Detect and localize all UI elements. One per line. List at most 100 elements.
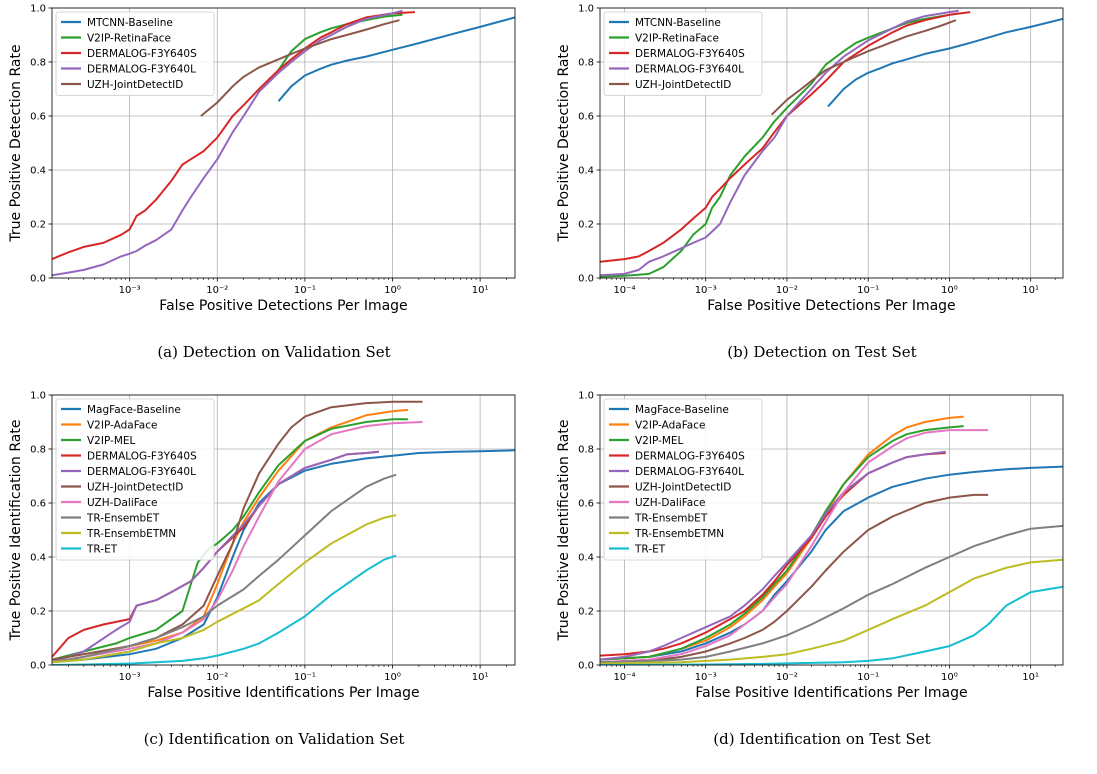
y-tick-label: 0.6 [30, 499, 46, 510]
series-line-dermalog-f3y640s [600, 11, 971, 263]
series-line-tr-ensembetmn [600, 558, 1063, 665]
x-tick-label: 10¹ [1022, 285, 1039, 296]
x-axis-label: False Positive Detections Per Image [159, 298, 407, 314]
series-line-dermalog-f3y640l [600, 450, 946, 661]
series-group [600, 415, 1063, 665]
series-group [600, 9, 1063, 278]
legend-label: V2IP-RetinaFace [635, 32, 719, 44]
chart-identification-test: 10⁻⁴ 10⁻³ 10⁻² 10⁻¹ 10⁰ 10¹ 0.0 0.2 0.4 0.6 0.8 1.0… [556, 391, 1064, 701]
x-tick-label: 10⁻¹ [857, 672, 879, 683]
legend-label: MTCNN-Baseline [87, 17, 173, 29]
y-tick-label: 0.2 [30, 607, 46, 618]
y-axis-label: True Positive Detection Rate [556, 44, 572, 242]
series-line-v2ip-mel [52, 418, 408, 661]
series-line-uzh-jointdetectid [200, 19, 400, 117]
legend-label: DERMALOG-F3Y640L [87, 466, 196, 478]
y-tick-label: 0.4 [30, 553, 46, 564]
series-line-dermalog-f3y640l [52, 9, 403, 277]
series-line-uzh-daliface [600, 429, 989, 664]
legend-label: DERMALOG-F3Y640S [635, 450, 745, 462]
plot-frame [51, 7, 516, 279]
series-line-tr-ensembetmn [52, 514, 397, 664]
legend-box [55, 398, 215, 561]
x-tick-label: 10⁻¹ [294, 672, 316, 683]
legend-label: MagFace-Baseline [635, 404, 729, 416]
chart-detection-test: 10⁻⁴ 10⁻³ 10⁻² 10⁻¹ 10⁰ 10¹ 0.0 0.2 0.4 0.6 0.8 1.0… [556, 4, 1064, 314]
x-tick-label: 10¹ [472, 672, 489, 683]
x-tick-label: 10⁻² [776, 285, 798, 296]
legend-label: UZH-JointDetectID [87, 481, 183, 493]
legend-label: TR-EnsembETMN [634, 528, 724, 540]
panel-detection-validation: 10⁻³ 10⁻² 10⁻¹ 10⁰ 10¹ 0.0 0.2 0.4 0.6 0.8 1.0 Fals… [0, 0, 548, 387]
legend-label: DERMALOG-F3Y640L [87, 63, 196, 75]
y-tick-label: 0.8 [30, 58, 46, 69]
x-tick-label: 10⁻² [206, 672, 228, 683]
legend: MTCNN-Baseline V2IP-RetinaFace DERMALOG-F3… [603, 11, 763, 96]
x-tick-label: 10⁻³ [695, 285, 717, 296]
y-tick-label: 0.8 [30, 445, 46, 456]
x-tick-label: 10⁰ [941, 285, 958, 296]
series-line-uzh-daliface [52, 421, 423, 664]
legend-box [603, 11, 763, 96]
legend: MagFace-Baseline V2IP-AdaFace V2IP-MEL DERM… [55, 398, 215, 561]
legend-box [603, 398, 763, 561]
legend-label: UZH-DaliFace [87, 497, 157, 509]
y-tick-label: 0.6 [578, 112, 594, 123]
legend: MagFace-Baseline V2IP-AdaFace V2IP-MEL DERM… [603, 398, 763, 561]
panel-identification-validation: 10⁻³ 10⁻² 10⁻¹ 10⁰ 10¹ 0.0 0.2 0.4 0.6 0.8 1.0 Fals… [0, 387, 548, 774]
y-tick-label: 0.0 [30, 274, 46, 285]
plot-frame [599, 394, 1064, 666]
caption-detection-test: (b) Detection on Test Set [727, 343, 917, 361]
x-tick-label: 10⁻⁴ [613, 672, 635, 683]
x-tick-label: 10⁻³ [119, 285, 141, 296]
x-axis-label: False Positive Identifications Per Image [695, 685, 967, 701]
legend-label: DERMALOG-F3Y640S [87, 48, 197, 60]
series-line-v2ip-adaface [600, 415, 964, 661]
x-tick-label: 10¹ [1022, 672, 1039, 683]
y-tick-label: 0.8 [578, 58, 594, 69]
x-tick-label: 10⁻³ [119, 672, 141, 683]
legend-label: DERMALOG-F3Y640L [635, 63, 744, 75]
x-tick-label: 10⁻³ [695, 672, 717, 683]
x-axis-label: False Positive Identifications Per Image [147, 685, 419, 701]
y-tick-label: 0.2 [578, 607, 594, 618]
y-tick-label: 0.2 [578, 220, 594, 231]
y-tick-label: 0.0 [578, 661, 594, 672]
series-line-mtcnn-baseline [277, 16, 515, 102]
chart-identification-validation: 10⁻³ 10⁻² 10⁻¹ 10⁰ 10¹ 0.0 0.2 0.4 0.6 0.8 1.0 Fals… [8, 391, 516, 701]
x-tick-label: 10⁻² [206, 285, 228, 296]
y-tick-label: 0.4 [578, 553, 594, 564]
series-group [52, 9, 515, 277]
legend-label: UZH-JointDetectID [635, 481, 731, 493]
legend-label: V2IP-MEL [635, 435, 684, 447]
series-line-dermalog-f3y640s [52, 11, 415, 261]
x-tick-label: 10⁰ [941, 672, 958, 683]
legend-label: TR-EnsembETMN [86, 528, 176, 540]
y-tick-label: 1.0 [30, 391, 46, 402]
series-line-tr-et [52, 554, 397, 665]
legend-label: DERMALOG-F3Y640S [87, 450, 197, 462]
series-line-dermalog-f3y640l [600, 9, 959, 277]
legend: MTCNN-Baseline V2IP-RetinaFace DERMALOG-F3… [55, 11, 215, 96]
x-tick-label: 10⁻¹ [857, 285, 879, 296]
y-tick-label: 0.0 [578, 274, 594, 285]
series-line-mtcnn-baseline [827, 17, 1063, 108]
series-line-magface-baseline [52, 449, 515, 664]
series-line-tr-ensembet [600, 524, 1063, 664]
y-tick-label: 1.0 [578, 391, 594, 402]
legend-label: V2IP-RetinaFace [87, 32, 171, 44]
plot-frame [51, 394, 516, 666]
legend-label: MTCNN-Baseline [635, 17, 721, 29]
y-axis-label: True Positive Detection Rate [8, 44, 24, 242]
series-line-tr-ensembet [52, 473, 397, 664]
panel-identification-test: 10⁻⁴ 10⁻³ 10⁻² 10⁻¹ 10⁰ 10¹ 0.0 0.2 0.4 0.6 0.8 1.0… [548, 387, 1096, 774]
series-line-magface-baseline [600, 465, 1063, 661]
legend-label: V2IP-AdaFace [87, 419, 157, 431]
y-axis-label: True Positive Identification Rate [8, 420, 24, 642]
series-line-v2ip-retinaface [277, 13, 403, 71]
legend-label: DERMALOG-F3Y640S [635, 48, 745, 60]
panel-detection-test: 10⁻⁴ 10⁻³ 10⁻² 10⁻¹ 10⁰ 10¹ 0.0 0.2 0.4 0.6 0.8 1.0… [548, 0, 1096, 387]
legend-label: V2IP-AdaFace [635, 419, 705, 431]
caption-identification-validation: (c) Identification on Validation Set [143, 730, 405, 748]
x-tick-label: 10⁰ [384, 285, 401, 296]
